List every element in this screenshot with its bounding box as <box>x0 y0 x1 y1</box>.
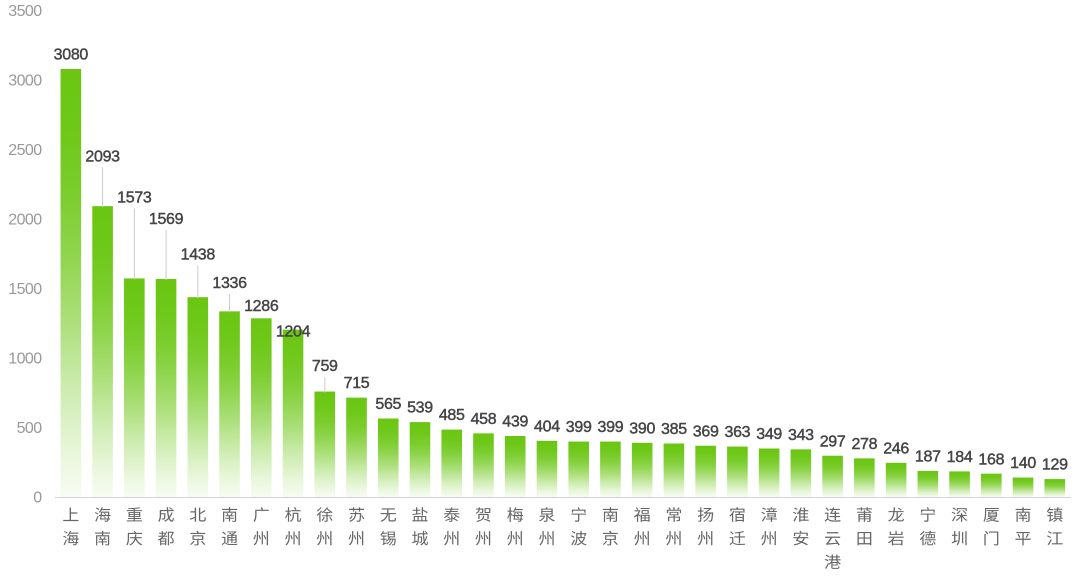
svg-text:1286: 1286 <box>244 298 279 315</box>
svg-text:565: 565 <box>375 396 401 413</box>
svg-text:1569: 1569 <box>149 211 184 228</box>
svg-text:369: 369 <box>693 423 719 440</box>
svg-text:343: 343 <box>788 427 814 444</box>
svg-text:3000: 3000 <box>8 73 42 90</box>
svg-text:1573: 1573 <box>117 190 152 207</box>
svg-text:3500: 3500 <box>8 3 42 20</box>
svg-text:1336: 1336 <box>212 275 247 292</box>
svg-text:168: 168 <box>978 451 1004 468</box>
svg-text:187: 187 <box>915 449 941 466</box>
svg-text:500: 500 <box>17 420 43 437</box>
svg-text:539: 539 <box>407 400 433 417</box>
svg-text:3080: 3080 <box>54 47 89 64</box>
svg-text:399: 399 <box>566 419 592 436</box>
svg-text:2500: 2500 <box>8 142 42 159</box>
svg-text:759: 759 <box>312 358 338 375</box>
svg-text:390: 390 <box>629 420 655 437</box>
svg-text:363: 363 <box>724 424 750 441</box>
svg-text:246: 246 <box>883 440 909 457</box>
svg-text:439: 439 <box>502 414 528 431</box>
svg-text:349: 349 <box>756 426 782 443</box>
svg-text:2093: 2093 <box>85 149 120 166</box>
svg-text:184: 184 <box>947 449 973 466</box>
svg-text:278: 278 <box>851 436 877 453</box>
svg-text:385: 385 <box>661 421 687 438</box>
svg-text:458: 458 <box>471 411 497 428</box>
svg-text:2000: 2000 <box>8 212 42 229</box>
svg-text:1000: 1000 <box>8 351 42 368</box>
svg-text:715: 715 <box>344 375 370 392</box>
svg-text:1438: 1438 <box>181 247 216 264</box>
svg-text:0: 0 <box>33 490 42 507</box>
svg-text:1204: 1204 <box>276 323 311 340</box>
svg-text:1500: 1500 <box>8 281 42 298</box>
svg-text:129: 129 <box>1042 457 1068 474</box>
svg-text:297: 297 <box>820 433 846 450</box>
svg-text:404: 404 <box>534 419 560 436</box>
svg-text:485: 485 <box>439 407 465 424</box>
svg-text:399: 399 <box>598 419 624 436</box>
svg-text:140: 140 <box>1010 455 1036 472</box>
